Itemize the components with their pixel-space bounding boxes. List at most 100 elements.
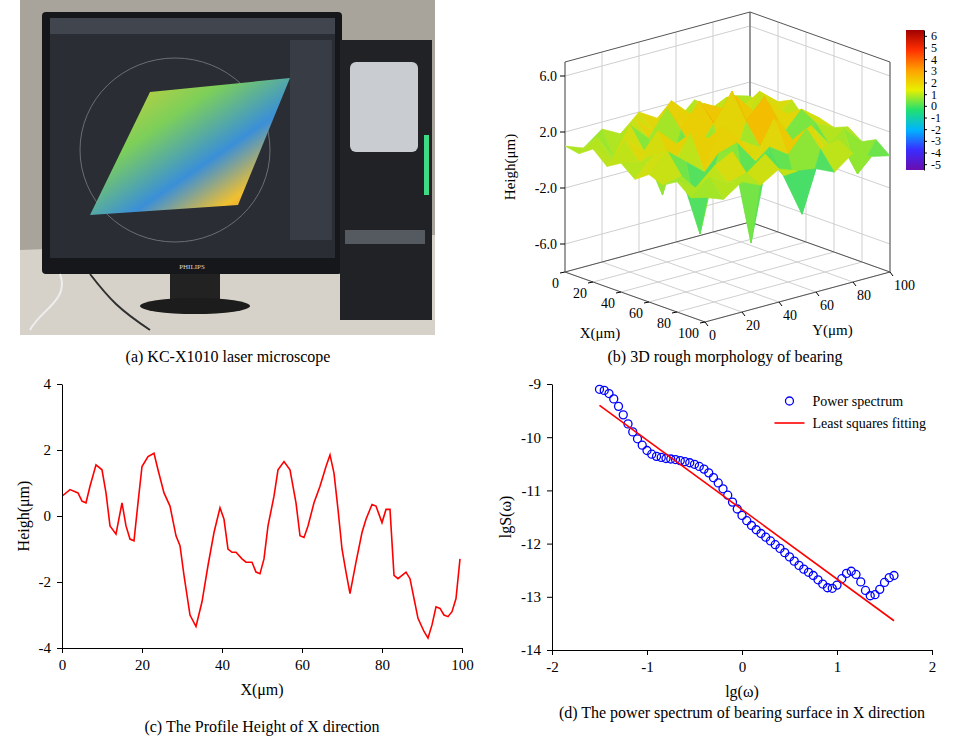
z-tick-label: 2.0 [540,125,558,140]
x-tick-label: 40 [215,657,230,673]
legend-line [774,422,804,424]
monitor-base [140,298,250,314]
x-tick-mark [932,650,933,655]
y-tick-label: -14 [521,642,541,658]
grid-line [565,26,750,76]
monitor-bezel [42,12,342,274]
x-tick-label: 0 [739,659,747,675]
y-tick-mark [547,650,552,651]
x-axis-title: X(μm) [240,681,283,699]
colorbar-tick-mark [924,164,927,165]
legend-label: Power spectrum [812,394,903,409]
y-tick-label: 0 [709,328,716,343]
y-tick-label: 2 [44,442,52,458]
y-axis-line [62,385,63,649]
colorbar-tick-mark [924,71,927,72]
y-tick-mark [547,544,552,545]
grid-line [602,262,742,312]
x-tick-mark [588,282,593,283]
chart-panel: -2-1012-14-13-12-11-10-9lg(ω)lgS(ω)Power… [497,376,936,722]
caption: (c) The Profile Height of X direction [144,718,379,736]
surface [565,91,890,243]
data-point [691,460,699,468]
caption-line: (b) 3D rough morphology of bearing [607,348,842,366]
y-tick-mark [57,516,62,517]
surface-cell [691,178,724,200]
x-tick-mark [672,312,677,313]
y-axis-title: lgS(ω) [497,496,515,539]
legend-marker [785,397,793,405]
caption: (d) The power spectrum of bearing surfac… [559,704,925,722]
data-point [852,570,860,578]
x-axis: -2-1012 [546,650,936,675]
data-point [881,578,889,586]
screen-toolbar [50,18,335,34]
y-tick: -4 [39,640,63,656]
x-tick-mark [142,648,143,653]
data-point [871,591,879,599]
x-tick-label: 80 [375,657,390,673]
x-tick-label: 60 [629,306,643,321]
screen-side-panel [290,40,332,240]
colorbar-tick-mark [924,118,927,119]
x-tick: 0 [59,648,67,673]
grid-line [890,62,891,272]
x-tick: -1 [641,650,654,675]
caption: (a) KC-X1010 laser microscope [126,348,331,366]
y-tick-label: 100 [894,278,915,293]
legend-item: Least squares fitting [774,416,926,431]
x-tick-mark [222,648,223,653]
grid-line [750,194,890,244]
colorbar-tick-mark [924,141,927,142]
y-axis-title: Heigh(μm) [15,481,33,552]
colorbar-tick-mark [924,48,927,49]
frame-line [565,12,750,62]
surface-cell [579,138,612,161]
cable [90,274,150,330]
x-tick: 20 [135,648,150,673]
x-tick-label: 20 [135,657,150,673]
x-tick-label: 40 [601,296,615,311]
colorbar-tick-mark [924,83,927,84]
data-point [809,572,817,580]
data-point [776,544,784,552]
y-tick-label: 40 [783,308,797,323]
x-tick-label: 100 [451,657,474,673]
y-axis-title: Y(μm) [812,322,853,339]
y-tick-mark [57,384,62,385]
frame-line [750,222,890,272]
surface-cell [784,169,817,214]
data-point [610,395,618,403]
z-tick-mark [560,132,565,133]
data-point [890,572,898,580]
data-point [605,390,613,398]
colorbar-tick-mark [924,153,927,154]
photo-panel: PHILIPS(a) KC-X1010 laser microscope [20,0,435,366]
z-tick-label: 6.0 [540,69,558,84]
figure: PHILIPS(a) KC-X1010 laser microscope-6.0… [0,0,966,756]
data-point [790,557,798,565]
screen-surface [90,78,290,215]
plot-area [62,453,460,638]
data-point [710,474,718,482]
x-tick-mark [382,648,383,653]
chart-panel: 020406080100-4-2024X(μm)Heigh(μm)(c) The… [15,376,474,736]
colorbar-tick-mark [924,59,927,60]
x-tick: -2 [546,650,559,675]
frame-line [890,62,891,272]
x-tick-mark [700,322,705,323]
microscope-head [350,62,418,152]
x-tick: 1 [834,650,842,675]
caption-line: (c) The Profile Height of X direction [144,718,379,736]
y-axis-line [552,385,553,651]
y-axis: -14-13-12-11-10-9 [521,376,553,658]
microscope-stage [345,230,425,244]
x-axis-title: lg(ω) [725,683,759,701]
data-point [838,575,846,583]
data-point [695,462,703,470]
colorbar-axis: 6543210-1-2-3-4-5 [924,29,941,171]
data-point [705,469,713,477]
grid-line [565,62,566,272]
grid-line [750,26,890,76]
y-tick-label: 60 [820,298,834,313]
